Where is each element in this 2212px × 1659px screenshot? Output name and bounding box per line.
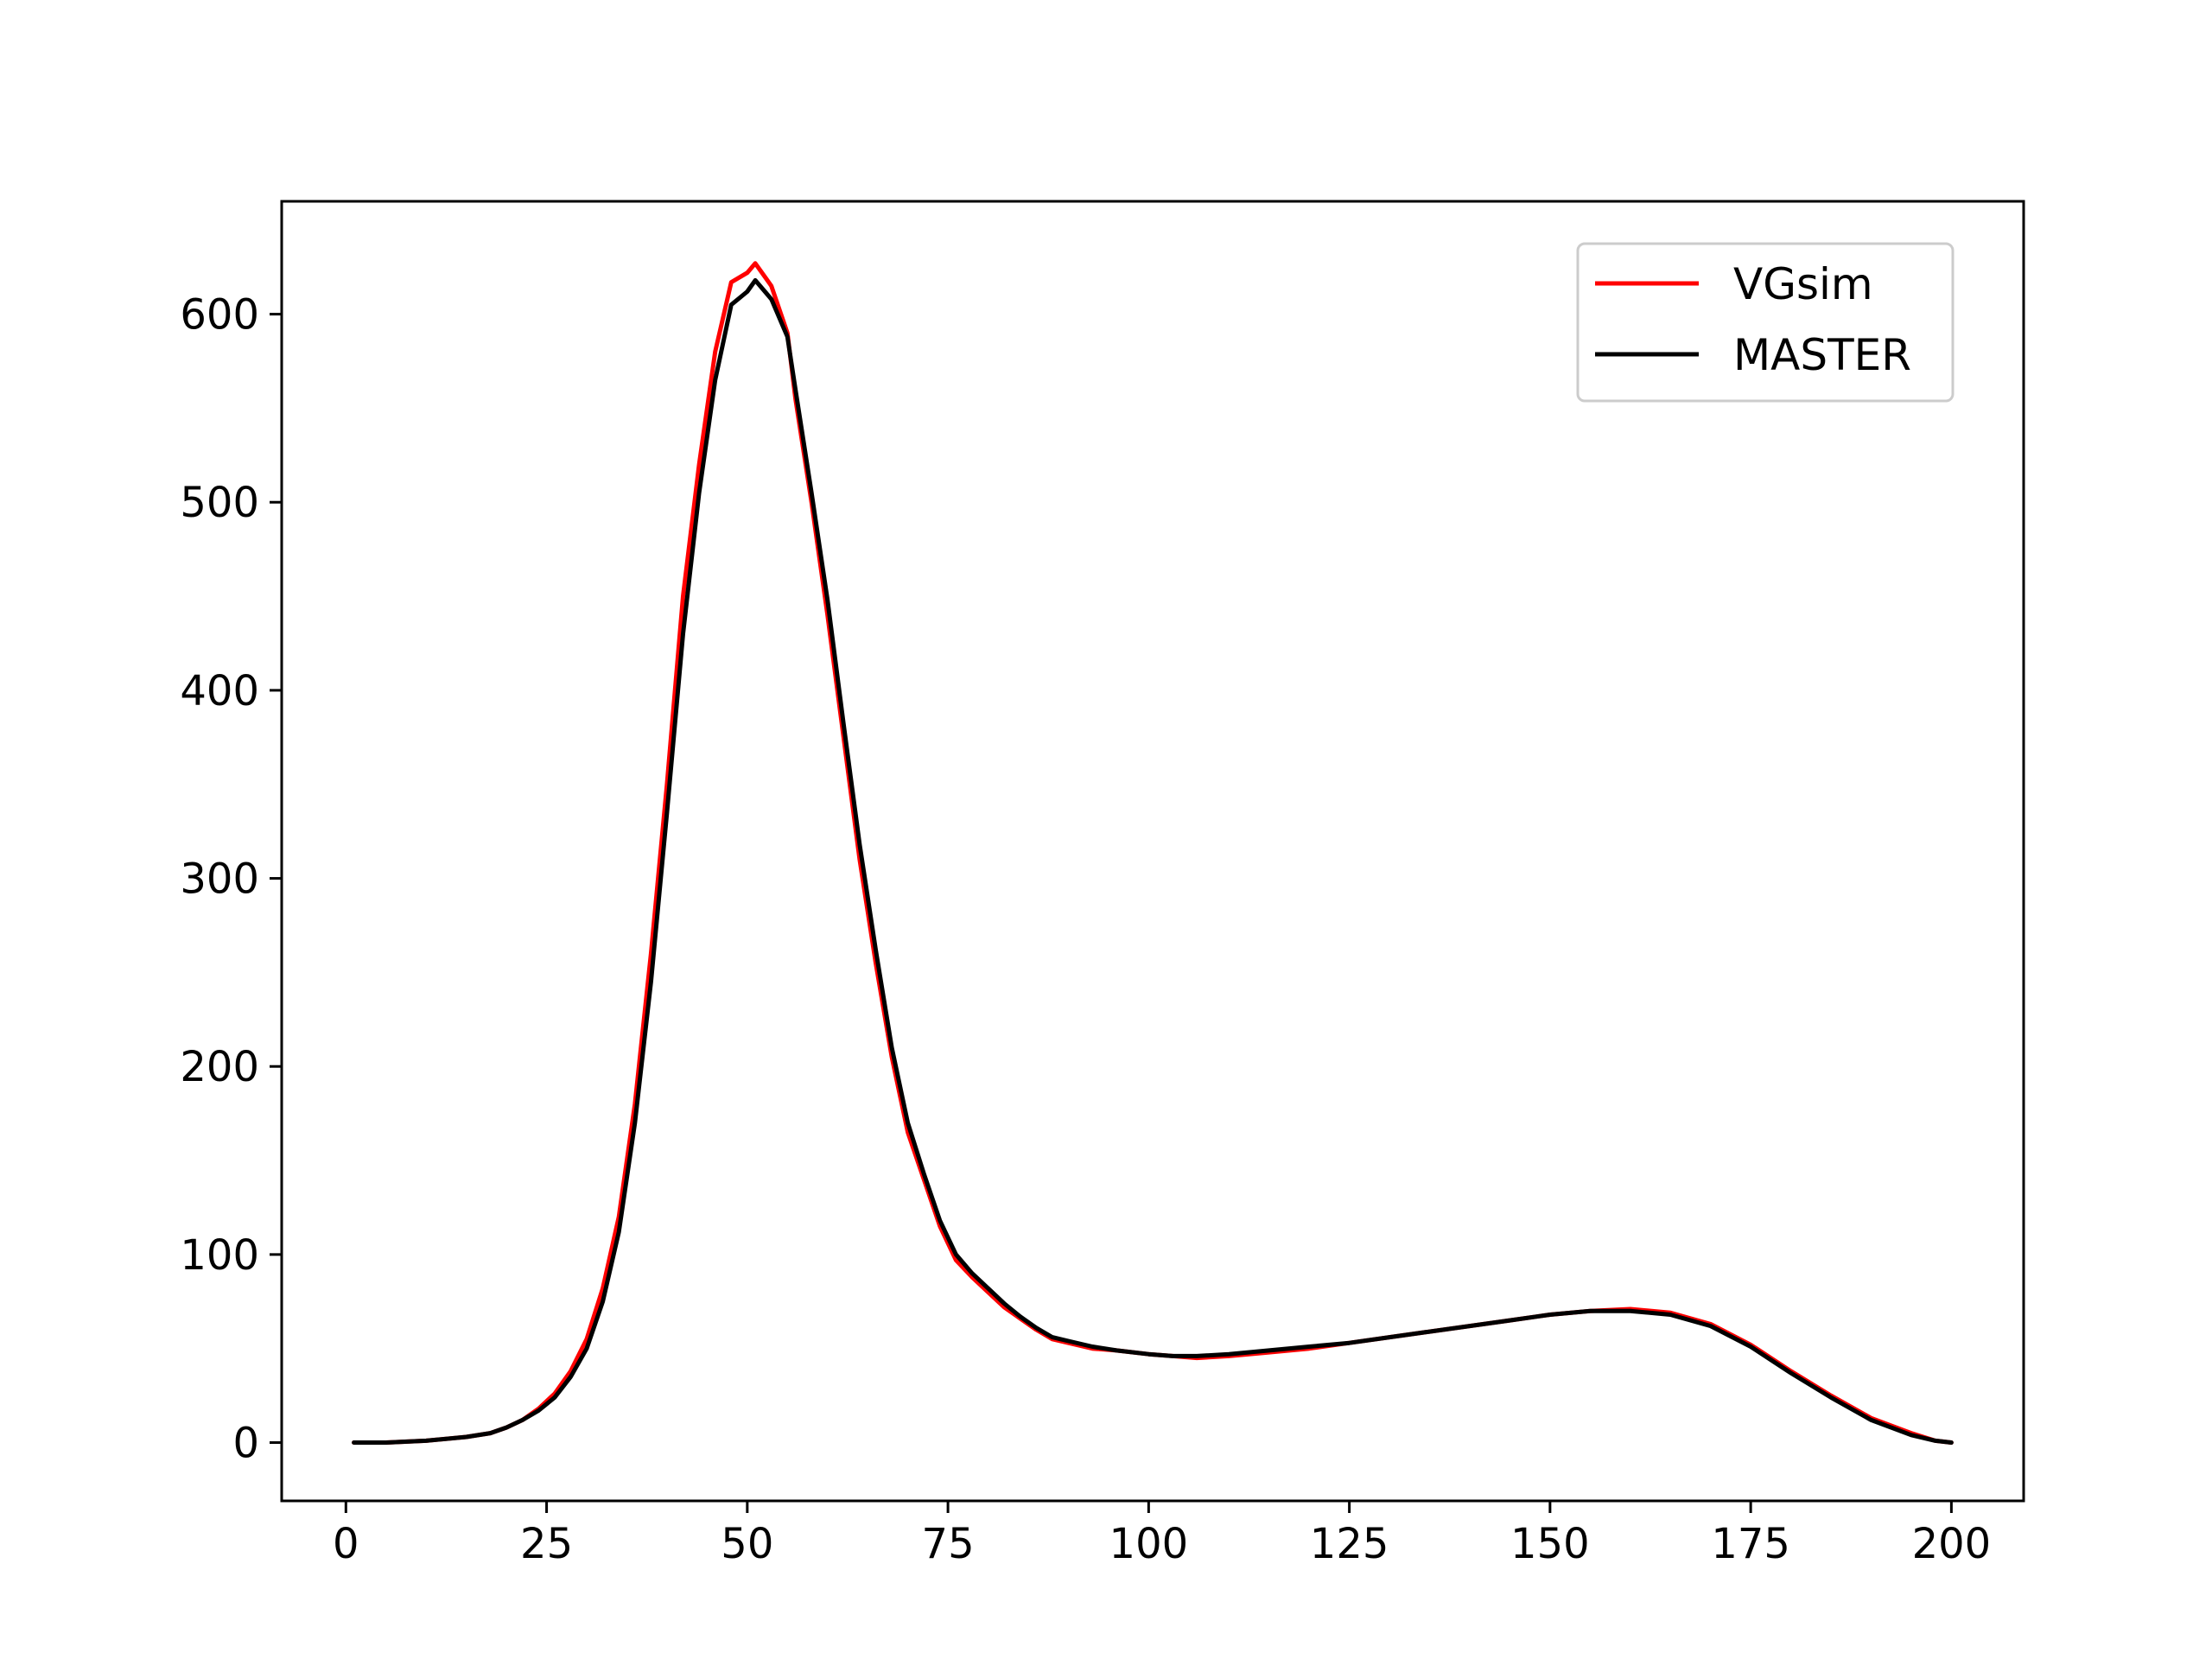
legend-label-vgsim: VGsim <box>1733 259 1873 309</box>
legend: VGsim MASTER <box>1576 242 1955 403</box>
x-tick-label-0: 0 <box>333 1520 359 1568</box>
axis-ticks: 0 25 50 75 100 125 150 175 200 0 100 200 300 400 500 60… <box>180 291 1991 1568</box>
x-tick-label-100: 100 <box>1109 1520 1189 1568</box>
x-tick-label-175: 175 <box>1711 1520 1790 1568</box>
y-tick-label-400: 400 <box>180 667 259 715</box>
x-tick-label-125: 125 <box>1310 1520 1389 1568</box>
y-tick-label-100: 100 <box>180 1231 259 1280</box>
legend-label-master: MASTER <box>1733 330 1911 380</box>
y-tick-label-0: 0 <box>232 1420 259 1468</box>
x-tick-label-200: 200 <box>1912 1520 1992 1568</box>
x-tick-label-50: 50 <box>721 1520 773 1568</box>
series-line-master <box>352 277 1954 1445</box>
y-tick-label-200: 200 <box>180 1043 259 1091</box>
y-tick-label-600: 600 <box>180 291 259 340</box>
y-tick-label-300: 300 <box>180 855 259 904</box>
x-tick-label-75: 75 <box>922 1520 975 1568</box>
x-tick-label-150: 150 <box>1510 1520 1590 1568</box>
y-tick-label-500: 500 <box>180 479 259 527</box>
plot-frame <box>280 200 2025 1503</box>
x-tick-label-25: 25 <box>520 1520 573 1568</box>
plot-lines <box>352 261 1954 1445</box>
